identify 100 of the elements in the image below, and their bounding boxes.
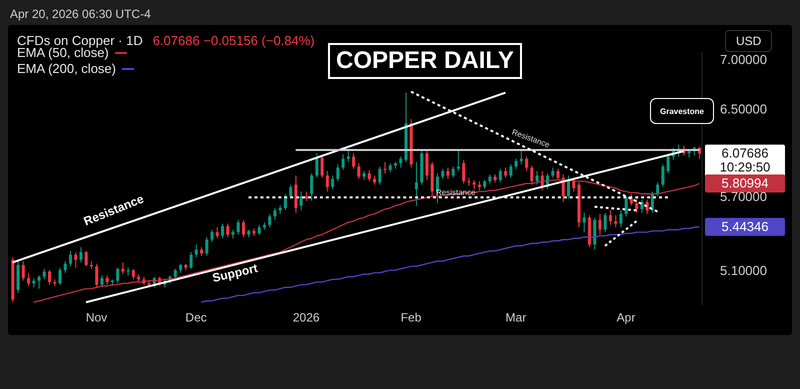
candlestick — [604, 212, 607, 233]
candlestick — [346, 150, 350, 163]
candlestick — [619, 210, 622, 228]
candlestick — [216, 226, 219, 239]
candlestick — [378, 166, 382, 186]
candlestick — [504, 167, 508, 178]
candlestick — [336, 164, 340, 182]
candlestick — [273, 207, 276, 220]
candlestick — [368, 169, 371, 182]
candlestick — [205, 236, 208, 256]
candlestick — [456, 150, 460, 172]
candlestick — [357, 162, 360, 180]
candlestick — [300, 191, 303, 211]
candlestick — [74, 252, 78, 268]
candlestick — [666, 154, 670, 174]
candlestick — [478, 180, 481, 191]
candlestick — [352, 152, 356, 170]
candlestick — [635, 198, 638, 214]
candlestick — [399, 156, 402, 168]
line-series — [200, 226, 700, 303]
candlestick — [268, 213, 272, 228]
x-tick-label: 2026 — [292, 310, 320, 325]
text: 6.07686 — [722, 146, 768, 161]
candlestick — [106, 274, 109, 286]
text: 10:29:50 — [720, 160, 770, 175]
x-tick-label: Dec — [185, 310, 207, 325]
candlestick — [656, 182, 660, 197]
candlestick — [551, 167, 554, 178]
candlestick — [582, 212, 586, 233]
candlestick — [425, 150, 428, 181]
x-tick-label: Feb — [400, 310, 422, 325]
candlestick — [452, 166, 455, 178]
candlestick — [179, 263, 182, 274]
candlestick — [42, 268, 46, 280]
candlestick — [536, 170, 539, 186]
candlestick — [342, 154, 345, 170]
candlestick — [221, 223, 224, 239]
candlestick — [310, 172, 314, 202]
callout-box: Gravestone — [650, 98, 714, 124]
chart-title: COPPER DAILY — [328, 43, 522, 79]
candlestick — [58, 267, 62, 286]
x-tick-label: Mar — [506, 310, 526, 325]
candlestick — [462, 159, 466, 184]
candlestick — [226, 223, 230, 238]
candlestick — [608, 210, 612, 226]
candlestick — [95, 263, 98, 288]
candlestick — [48, 270, 52, 286]
candlestick — [64, 260, 67, 274]
candlestick — [567, 175, 570, 200]
candlestick — [194, 244, 198, 258]
candlestick — [210, 229, 214, 243]
candlestick — [27, 272, 30, 287]
candlestick — [441, 168, 444, 180]
text: 6.07686 −0.05156 (−0.84%) — [152, 33, 315, 48]
candlestick — [525, 156, 528, 172]
candlestick — [100, 274, 104, 288]
candlestick — [483, 180, 486, 190]
candlestick — [121, 262, 124, 275]
y-tick-label: 7.00000 — [720, 52, 767, 68]
candlestick — [116, 267, 120, 284]
candlestick — [68, 250, 72, 267]
text: 5.44346 — [722, 218, 768, 234]
candlestick — [488, 174, 492, 184]
candlestick — [79, 246, 82, 263]
candlestick — [446, 167, 450, 180]
candlestick — [320, 154, 324, 178]
candlestick — [384, 162, 387, 174]
candlestick — [414, 162, 418, 206]
candlestick — [22, 260, 25, 282]
candlestick — [132, 268, 135, 280]
candlestick — [556, 168, 560, 181]
candlestick — [258, 224, 261, 236]
candlestick — [174, 268, 177, 279]
candlestick — [242, 219, 245, 238]
candlestick — [315, 152, 318, 178]
candlestick — [32, 278, 36, 288]
x-tick-label: Apr — [616, 310, 636, 325]
y-tick-label: 5.10000 — [720, 262, 767, 278]
text: USD — [725, 30, 772, 52]
candlestick — [646, 199, 649, 214]
y-tick-label: 6.50000 — [720, 101, 767, 116]
candlestick — [190, 252, 193, 270]
candlestick — [624, 196, 628, 217]
chart-subtitle: CFDs on Copper · 1D — [17, 33, 143, 48]
candlestick — [498, 168, 502, 183]
x-tick-label: Nov — [86, 310, 108, 325]
candlestick — [661, 164, 664, 188]
y-tick-label: 5.70000 — [720, 188, 767, 204]
candlestick — [304, 191, 308, 202]
candlestick — [530, 164, 534, 186]
text: 5.80994 — [722, 176, 768, 191]
candlestick — [331, 175, 334, 190]
legend-label: EMA (200, close) — [17, 61, 116, 77]
candlestick — [326, 170, 329, 192]
candlestick — [509, 164, 512, 178]
candlestick — [294, 175, 298, 214]
candlestick — [236, 219, 240, 236]
candlestick — [514, 158, 518, 170]
candlestick — [38, 274, 41, 290]
candlestick — [614, 214, 618, 228]
